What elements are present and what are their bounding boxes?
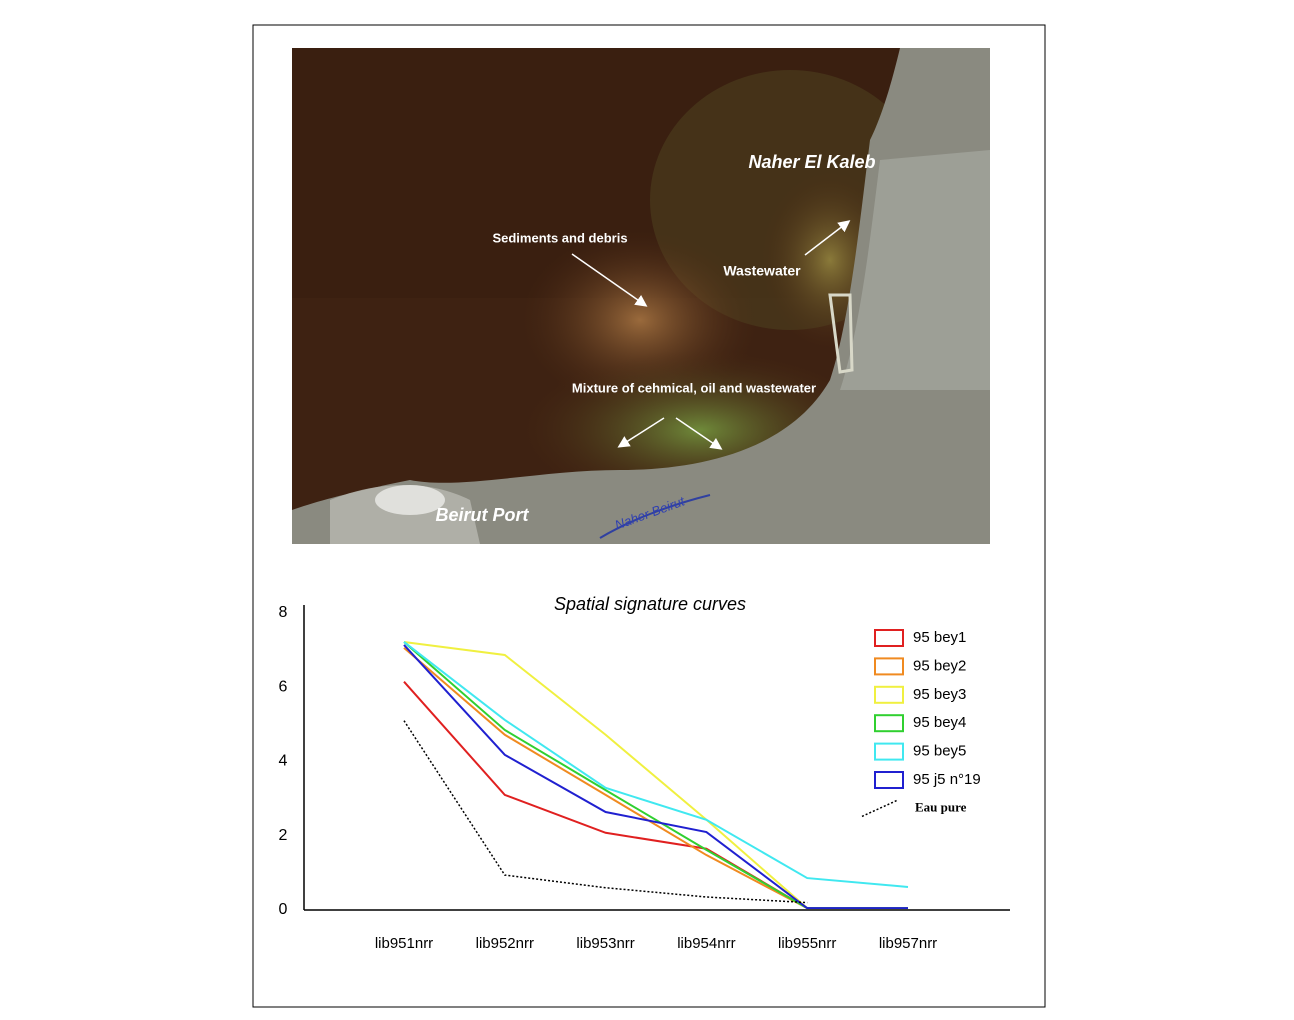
x-tick-label: lib957nrr xyxy=(879,935,937,952)
legend-label: 95 bey5 xyxy=(913,743,966,760)
annotation: Wastewater xyxy=(723,263,801,279)
legend-label: 95 bey1 xyxy=(913,629,966,646)
y-tick-label: 8 xyxy=(279,604,288,621)
x-tick-label: lib955nrr xyxy=(778,935,836,952)
annotation: Mixture of cehmical, oil and wastewater xyxy=(572,380,816,395)
y-tick-label: 2 xyxy=(279,827,288,844)
legend-label: 95 bey2 xyxy=(913,657,966,674)
x-tick-label: lib951nrr xyxy=(375,935,433,952)
chart-title: Spatial signature curves xyxy=(554,594,746,614)
satellite-image: Naher El Kaleb Sediments and debris Wast… xyxy=(292,48,990,544)
legend-label: 95 bey4 xyxy=(913,714,966,731)
y-tick-label: 6 xyxy=(279,678,288,695)
x-tick-label: lib952nrr xyxy=(476,935,534,952)
y-tick-label: 4 xyxy=(279,753,288,770)
legend-label: 95 bey3 xyxy=(913,686,966,703)
x-tick-label: lib953nrr xyxy=(576,935,634,952)
legend-label: Eau pure xyxy=(915,799,967,814)
x-tick-label: lib954nrr xyxy=(677,935,735,952)
page: {"image_annotations": { "naher_el_kaleb"… xyxy=(0,0,1294,1015)
y-tick-label: 0 xyxy=(279,901,288,918)
figure: Naher El Kaleb Sediments and debris Wast… xyxy=(0,0,1294,1015)
legend-label: 95 j5 n°19 xyxy=(913,771,981,788)
annotation: Sediments and debris xyxy=(492,230,627,245)
place-label: Naher El Kaleb xyxy=(748,152,875,172)
place-label: Beirut Port xyxy=(435,505,529,525)
